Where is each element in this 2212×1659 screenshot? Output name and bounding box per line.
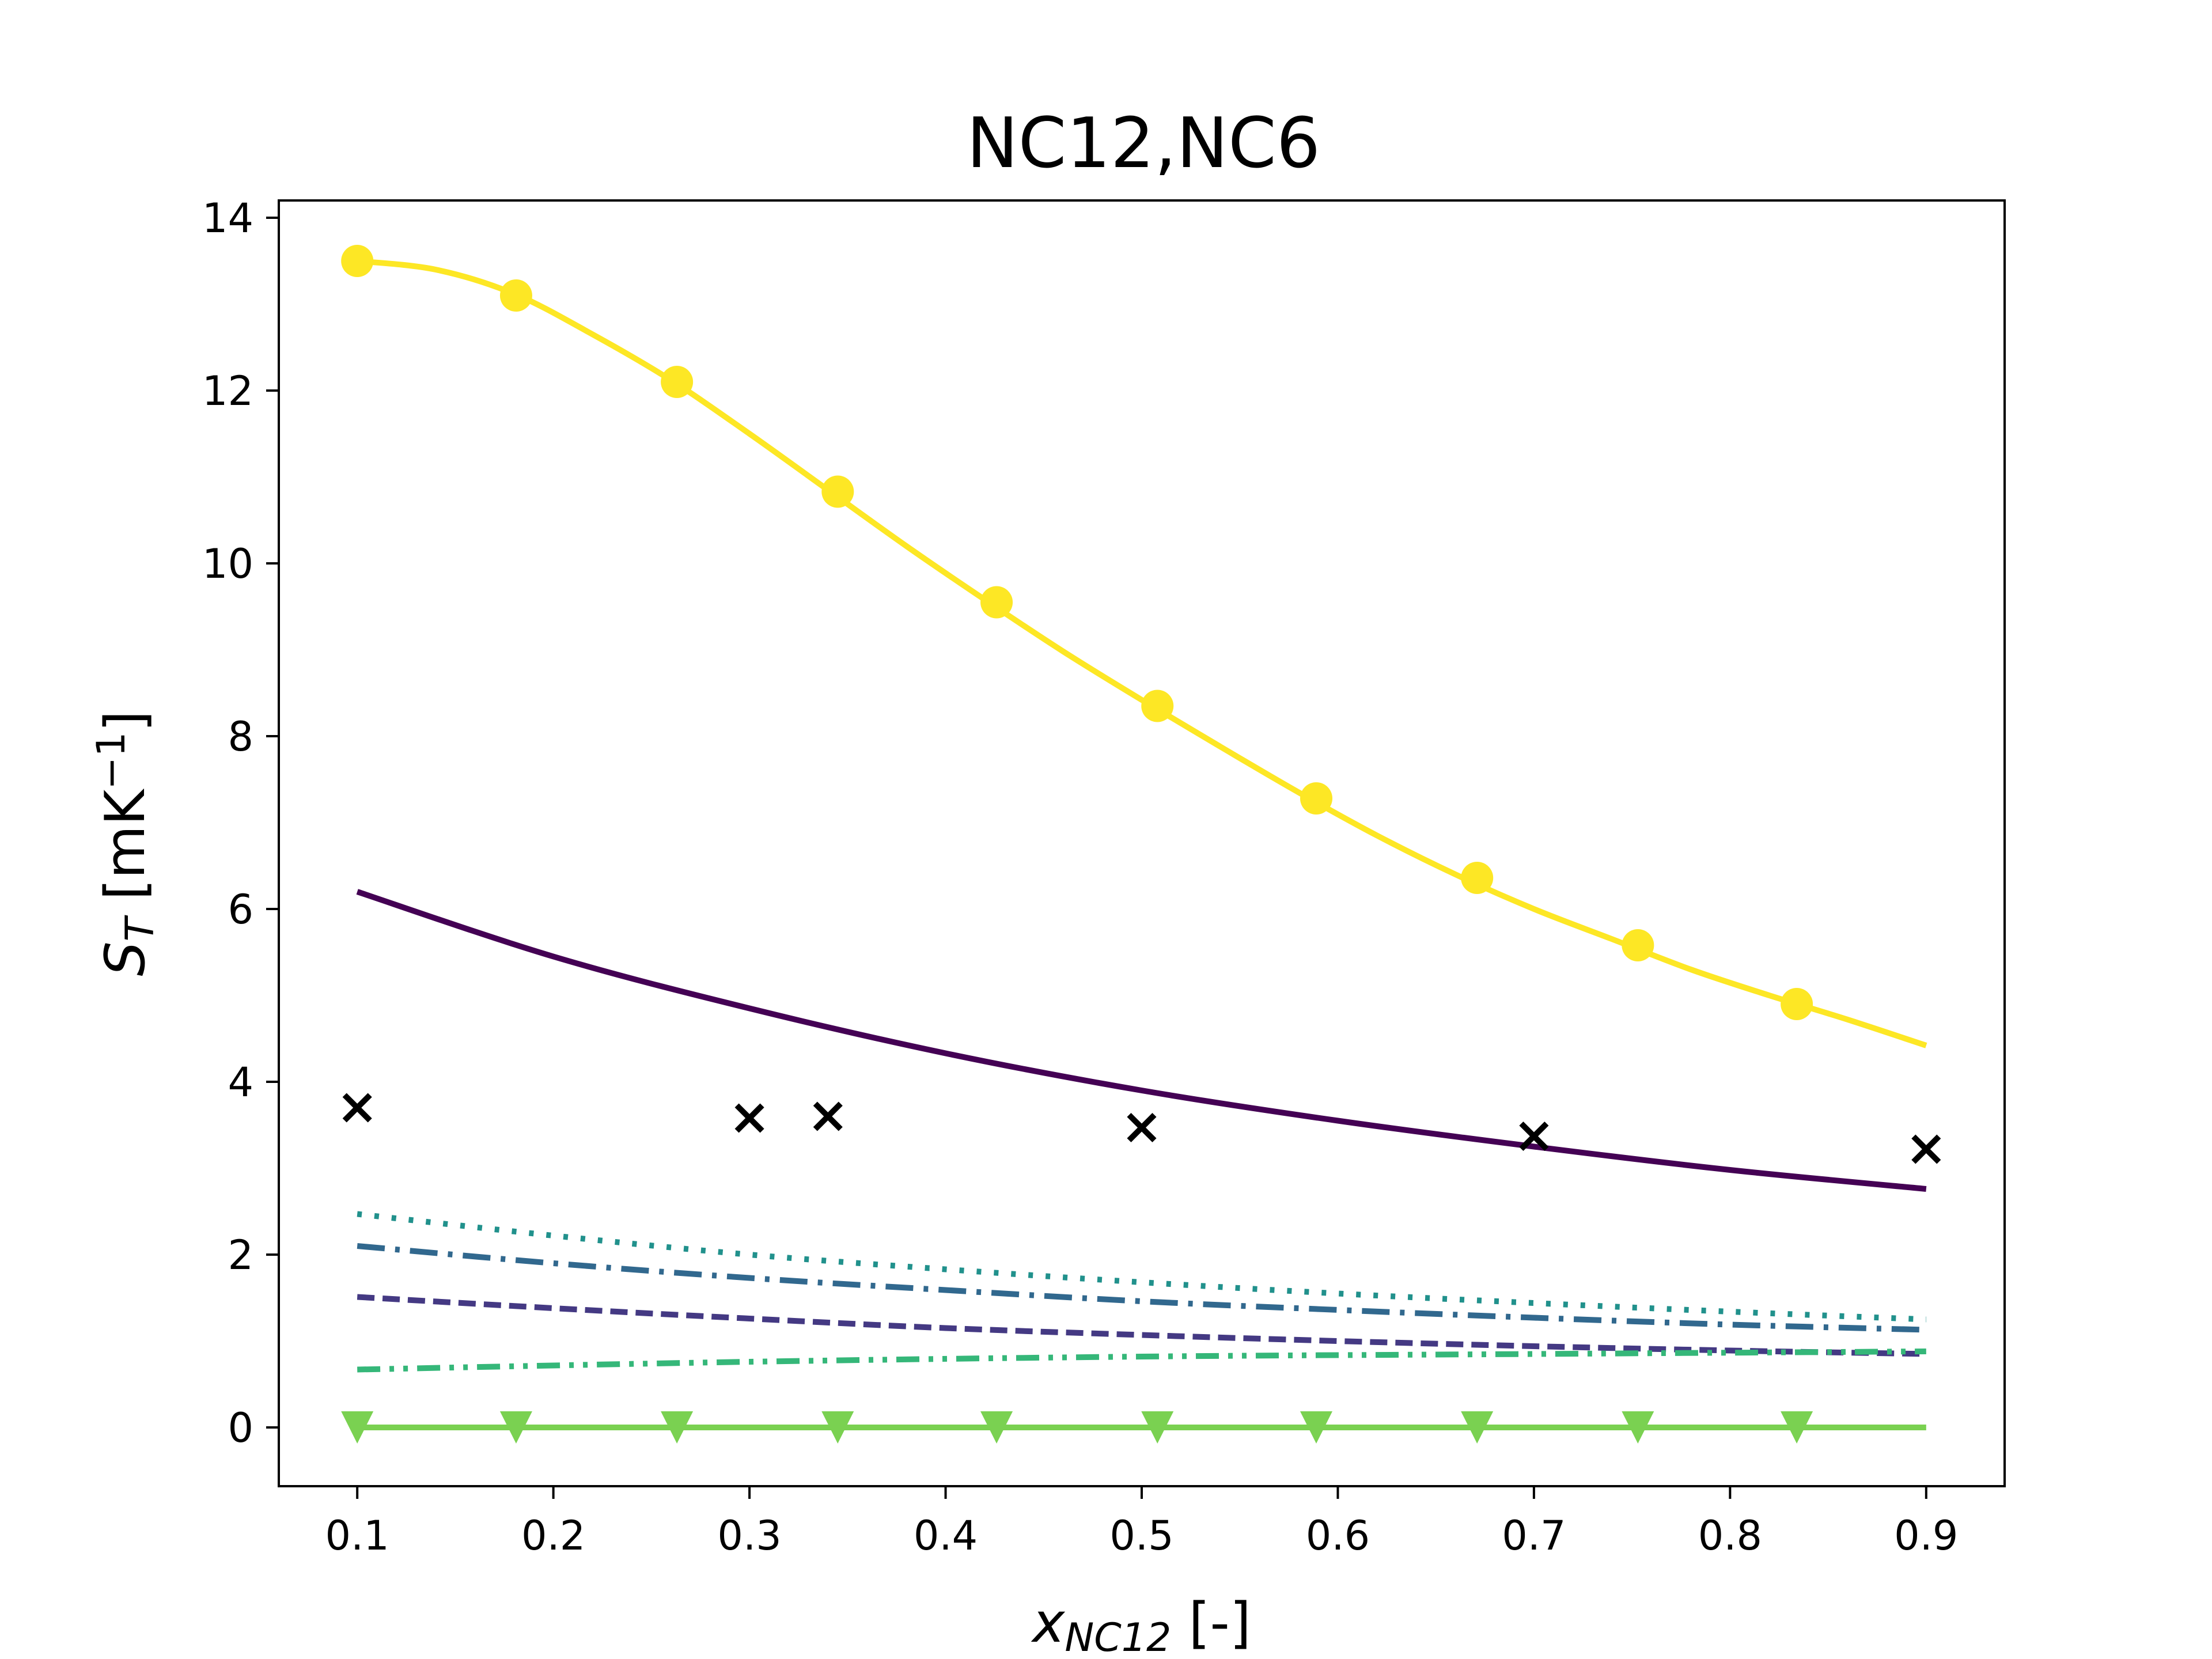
y-axis-label-sup: −1 bbox=[89, 732, 134, 789]
plot-area bbox=[341, 245, 1941, 1444]
y-tick-label: 8 bbox=[228, 713, 253, 760]
series-layer bbox=[341, 245, 1941, 1444]
x-axis-label-sub: NC12 bbox=[1065, 1615, 1171, 1659]
x-tick-label: 0.1 bbox=[325, 1512, 389, 1559]
chart-title: NC12,NC6 bbox=[967, 104, 1320, 184]
data-point bbox=[1300, 782, 1333, 815]
series-line-6 bbox=[357, 1294, 1926, 1357]
data-point-x bbox=[1911, 1134, 1941, 1164]
data-point-x-stroke bbox=[1911, 1134, 1941, 1164]
data-point-x bbox=[342, 1093, 372, 1123]
x-tick-label: 0.9 bbox=[1894, 1512, 1958, 1559]
x-axis-label: xNC12 [-] bbox=[1031, 1592, 1251, 1659]
x-tick-label: 0.6 bbox=[1306, 1512, 1370, 1559]
data-point bbox=[661, 366, 694, 398]
data-point-triangle bbox=[1461, 1411, 1494, 1444]
x-axis-label-suffix: [-] bbox=[1171, 1592, 1251, 1655]
data-point-x-stroke bbox=[1127, 1112, 1157, 1143]
x-axis-ticks: 0.1 0.2 0.3 0.4 0.5 0.6 0.7 0.8 0.9 bbox=[325, 1486, 1958, 1559]
x-tick-label: 0.7 bbox=[1502, 1512, 1566, 1559]
data-point bbox=[980, 586, 1013, 619]
series-line-4 bbox=[357, 1211, 1927, 1323]
y-tick-label: 4 bbox=[228, 1059, 253, 1106]
data-point-x bbox=[813, 1101, 843, 1131]
x-tick-label: 0.5 bbox=[1109, 1512, 1173, 1559]
data-point bbox=[1622, 929, 1654, 961]
y-tick-label: 6 bbox=[228, 886, 253, 933]
y-axis-label: ST [mK−1] bbox=[89, 710, 163, 976]
data-point-triangle bbox=[499, 1411, 532, 1444]
y-axis-label-sub: T bbox=[118, 915, 163, 941]
y-tick-label: 0 bbox=[228, 1404, 253, 1452]
data-point bbox=[341, 245, 374, 277]
y-axis-label-prefix: [mK bbox=[94, 788, 157, 918]
data-point-triangle bbox=[980, 1411, 1013, 1444]
data-point bbox=[499, 279, 532, 312]
data-point-triangle bbox=[1300, 1411, 1333, 1444]
x-tick-label: 0.3 bbox=[717, 1512, 781, 1559]
x-tick-label: 0.4 bbox=[914, 1512, 978, 1559]
data-point-x-stroke bbox=[342, 1093, 372, 1123]
y-axis-label-main: S bbox=[94, 941, 157, 976]
data-point-x bbox=[1519, 1121, 1549, 1152]
y-tick-label: 10 bbox=[202, 540, 253, 588]
x-tick-label: 0.2 bbox=[521, 1512, 585, 1559]
data-point bbox=[1461, 862, 1494, 894]
data-point-triangle bbox=[1781, 1411, 1813, 1444]
y-axis-label-suffix: ] bbox=[94, 710, 157, 732]
data-point-x bbox=[734, 1103, 764, 1133]
data-point bbox=[1781, 988, 1813, 1020]
data-point-triangle bbox=[1141, 1411, 1174, 1444]
data-point-triangle bbox=[661, 1411, 694, 1444]
y-tick-label: 12 bbox=[202, 368, 253, 415]
series-line-7 bbox=[357, 1349, 1926, 1373]
y-tick-label: 2 bbox=[228, 1232, 253, 1279]
data-point bbox=[1141, 690, 1174, 722]
y-axis-ticks: 0 2 4 6 8 10 12 14 bbox=[202, 195, 279, 1452]
data-point-triangle bbox=[821, 1411, 854, 1444]
data-point bbox=[821, 475, 854, 508]
series-line-2 bbox=[356, 889, 1927, 1192]
data-point-triangle bbox=[341, 1411, 374, 1444]
data-point-x-stroke bbox=[1519, 1121, 1549, 1152]
series-line-0 bbox=[357, 258, 1927, 1048]
y-tick-label: 14 bbox=[202, 195, 253, 242]
data-point-x bbox=[1127, 1112, 1157, 1143]
data-point-x-stroke bbox=[734, 1103, 764, 1133]
data-point-triangle bbox=[1622, 1411, 1654, 1444]
x-tick-label: 0.8 bbox=[1698, 1512, 1762, 1559]
data-point-x-stroke bbox=[813, 1101, 843, 1131]
series-line-5 bbox=[357, 1243, 1926, 1333]
x-axis-label-main: x bbox=[1031, 1592, 1066, 1655]
